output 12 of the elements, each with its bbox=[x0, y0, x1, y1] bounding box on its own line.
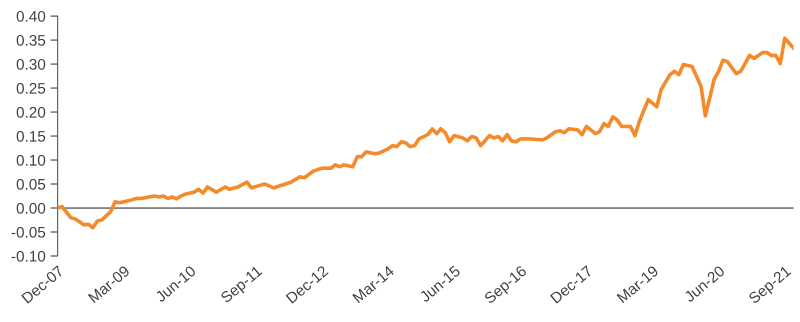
y-tick-label: 0.40 bbox=[16, 10, 46, 22]
y-tick-label: 0.30 bbox=[16, 58, 46, 70]
y-tick-label: 0.35 bbox=[16, 34, 46, 46]
line-series bbox=[58, 36, 794, 230]
y-tick-label: 0.05 bbox=[16, 178, 46, 190]
y-tick-label: -0.10 bbox=[12, 250, 46, 262]
y-tick-label: 0.20 bbox=[16, 106, 46, 118]
y-tick-label: 0.15 bbox=[16, 130, 46, 142]
y-tick-label: 0.10 bbox=[16, 154, 46, 166]
y-tick-label: 0.00 bbox=[16, 202, 46, 214]
y-tick-label: 0.25 bbox=[16, 82, 46, 94]
y-tick-label: -0.05 bbox=[12, 226, 46, 238]
